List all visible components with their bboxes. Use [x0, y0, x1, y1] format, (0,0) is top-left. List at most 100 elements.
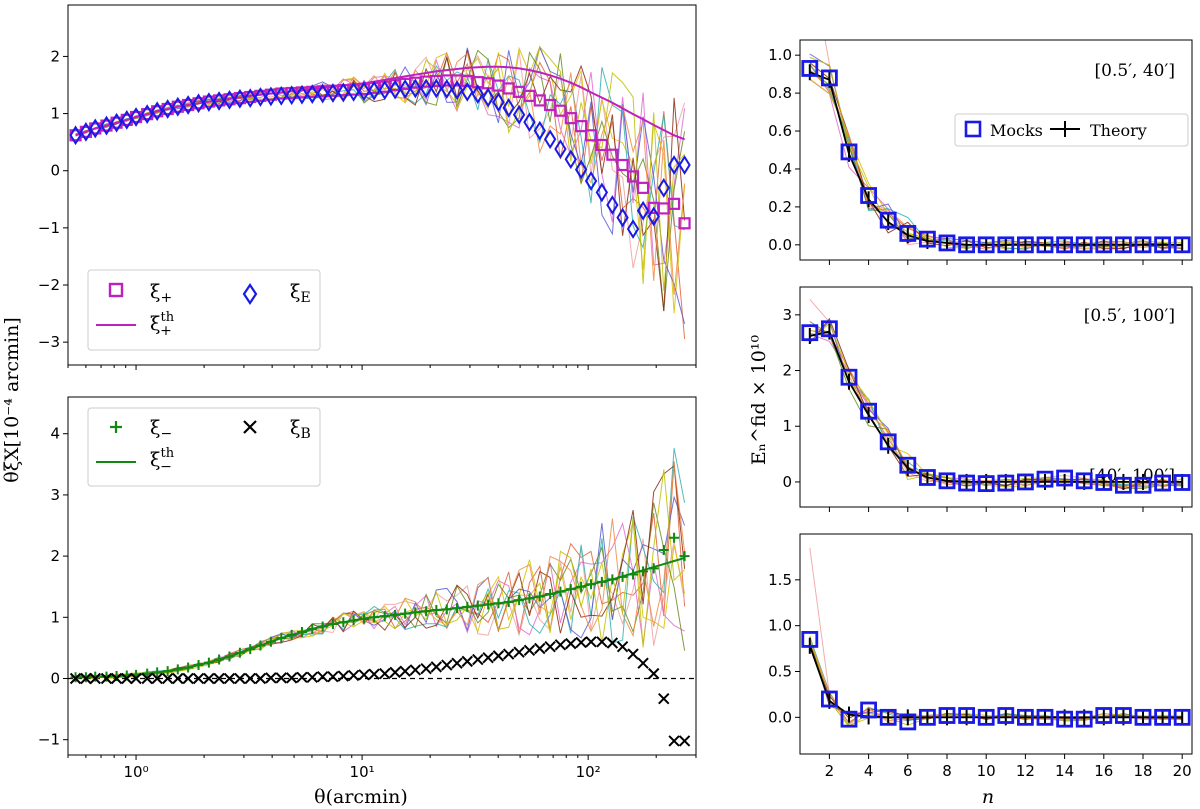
marker-x [502, 648, 515, 660]
marker-diamond [89, 118, 102, 139]
realization-line [809, 547, 1183, 727]
x-tick-label: 10⁰ [123, 763, 148, 781]
legend-marker-theory [1050, 121, 1080, 137]
marker-square [626, 170, 640, 183]
marker-diamond [275, 85, 288, 106]
marker-x [69, 672, 82, 685]
marker-square [919, 469, 936, 486]
marker-diamond [100, 115, 113, 136]
marker-x [523, 644, 536, 657]
legend-top-left: ξ+ ξth + ξE [87, 269, 321, 351]
plot-area [801, 298, 1191, 494]
marker-diamond [378, 80, 391, 101]
marker-diamond [471, 84, 484, 105]
marker-plus [224, 651, 235, 662]
marker-square [840, 710, 858, 728]
marker-square [1095, 474, 1113, 491]
axes-frame [67, 396, 697, 756]
panel-right_mid: 0 1 2 3 [782, 286, 1193, 512]
x-tick-label: 16 [1094, 762, 1113, 780]
axes-frame [799, 533, 1193, 755]
marker-diamond [512, 104, 526, 125]
marker-square [977, 708, 995, 726]
left-x-axis-label: θ(arcmin) [314, 786, 408, 808]
marker-square [1075, 472, 1093, 490]
marker-plus [390, 609, 401, 620]
marker-plus [514, 595, 525, 606]
marker-square [919, 230, 936, 248]
marker-diamond [150, 101, 164, 122]
marker-plus [596, 576, 607, 587]
marker-square [879, 211, 897, 229]
marker-diamond [636, 200, 650, 221]
marker-square [860, 701, 877, 719]
marker-diamond [212, 91, 226, 111]
marker-x [451, 657, 463, 669]
y-tick-label: 0 [50, 162, 60, 180]
marker-plus [483, 599, 494, 610]
marker-square [1115, 236, 1132, 254]
marker-square [1056, 236, 1073, 254]
legend-label-xi-minus-th: ξth − [150, 446, 175, 475]
marker-x [172, 672, 184, 685]
marker-square [1017, 236, 1034, 254]
marker-square [678, 217, 691, 230]
marker-square [821, 320, 838, 338]
marker-x [585, 636, 597, 648]
marker-plus [142, 668, 153, 679]
marker-x [482, 651, 494, 664]
marker-plus [193, 660, 204, 671]
marker-plus [648, 563, 659, 574]
marker-square [1095, 707, 1113, 724]
marker-diamond [481, 87, 495, 108]
marker-x [130, 672, 142, 685]
marker-x [637, 657, 649, 669]
marker-diamond [657, 177, 670, 198]
marker-plus [338, 617, 349, 628]
marker-diamond [595, 182, 609, 203]
y-tick-label: 1.0 [768, 617, 792, 635]
marker-plus [379, 611, 390, 622]
marker-x [121, 672, 133, 685]
marker-square [1134, 708, 1152, 726]
panel-right_top: 0.0 0.2 0.4 0.6 0.8 1.0 [768, 39, 1193, 265]
marker-plus [296, 626, 307, 637]
left-y-axis-label: θξX[10⁻⁴ arcmin] [1, 317, 23, 483]
marker-diamond [202, 92, 216, 113]
marker-square [997, 474, 1015, 492]
marker-diamond [564, 149, 577, 170]
marker-plus [245, 644, 256, 655]
marker-plus [317, 621, 328, 632]
marker-diamond [337, 82, 350, 103]
marker-x [234, 672, 246, 685]
marker-square [1154, 474, 1171, 492]
legend-marker-xi-minus [110, 421, 122, 433]
marker-x [668, 735, 680, 747]
marker-square [1056, 710, 1073, 728]
plot-area [68, 448, 696, 747]
marker-diamond [233, 88, 247, 109]
marker-square [1154, 708, 1171, 726]
marker-x [565, 637, 577, 650]
marker-plus [265, 636, 276, 647]
panel-top_left: −3 −2 −1 0 1 2 [38, 4, 697, 370]
marker-plus [607, 574, 618, 585]
marker-plus [421, 606, 432, 617]
marker-plus [524, 593, 535, 604]
marker-diamond [584, 171, 598, 191]
marker-square [575, 120, 588, 133]
marker-square [616, 158, 629, 172]
marker-diamond [626, 219, 640, 239]
marker-square [1115, 476, 1132, 494]
marker-square [997, 236, 1015, 254]
marker-plus [441, 604, 452, 615]
marker-plus [472, 600, 483, 611]
theory-line [808, 645, 1183, 719]
marker-square [801, 631, 819, 648]
marker-x [472, 653, 484, 666]
marker-x [213, 672, 225, 685]
marker-square [899, 713, 917, 731]
marker-x [678, 735, 691, 747]
panel-right_bottom: 0.0 0.5 1.0 1.5 2 4 6 8 10 12 14 16 18 20 [768, 533, 1193, 780]
marker-plus [638, 566, 649, 577]
